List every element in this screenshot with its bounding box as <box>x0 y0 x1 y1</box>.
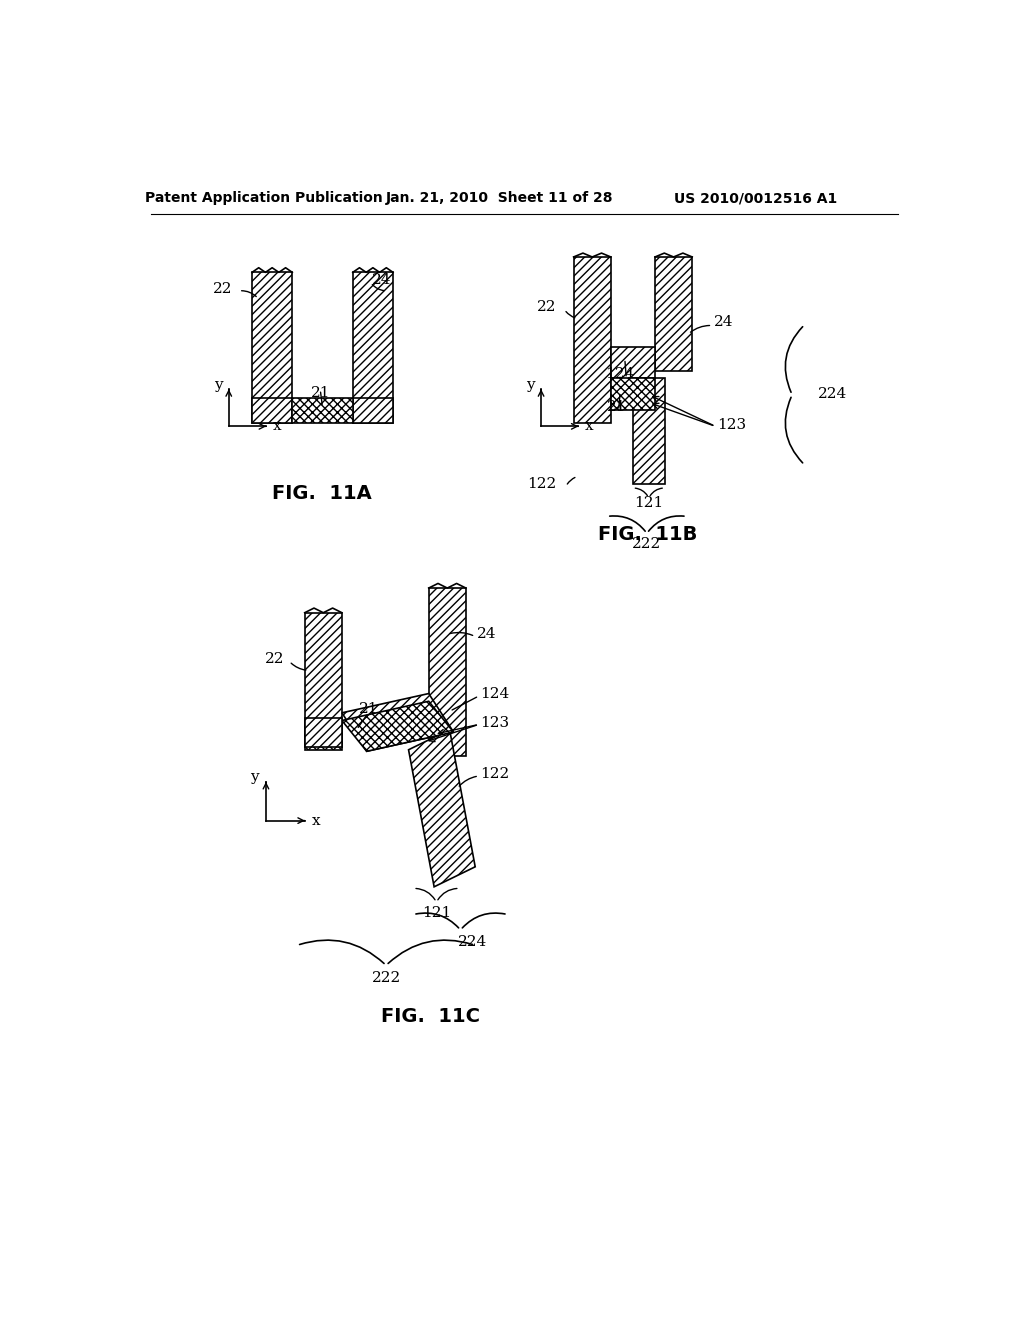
Bar <box>352 397 393 422</box>
Bar <box>611 378 655 411</box>
Text: x: x <box>311 813 321 828</box>
Polygon shape <box>342 693 454 751</box>
Bar <box>633 378 665 484</box>
Text: 24: 24 <box>714 315 733 330</box>
Bar <box>292 397 352 422</box>
Text: 22: 22 <box>265 652 285 665</box>
Text: 24: 24 <box>372 273 391 286</box>
Text: 121: 121 <box>422 906 452 920</box>
Text: 21: 21 <box>358 702 378 715</box>
Polygon shape <box>305 721 342 750</box>
Text: FIG.  11B: FIG. 11B <box>598 524 697 544</box>
Bar <box>252 397 292 422</box>
Bar <box>573 257 611 422</box>
Text: 224: 224 <box>818 387 847 401</box>
Text: 124: 124 <box>605 367 635 381</box>
Text: Jan. 21, 2010  Sheet 11 of 28: Jan. 21, 2010 Sheet 11 of 28 <box>386 191 613 206</box>
Polygon shape <box>409 730 475 887</box>
Text: 22: 22 <box>213 282 232 296</box>
Text: 122: 122 <box>527 477 557 491</box>
Text: 123: 123 <box>717 418 746 432</box>
Text: x: x <box>273 420 282 433</box>
Text: x: x <box>586 420 594 433</box>
Text: Patent Application Publication: Patent Application Publication <box>144 191 383 206</box>
Bar <box>252 272 292 422</box>
Text: 224: 224 <box>458 936 486 949</box>
Text: US 2010/0012516 A1: US 2010/0012516 A1 <box>674 191 838 206</box>
Bar <box>305 612 342 747</box>
Text: 21: 21 <box>310 387 330 400</box>
Text: 122: 122 <box>480 767 510 781</box>
Bar <box>305 718 342 747</box>
Text: FIG.  11A: FIG. 11A <box>272 484 372 503</box>
Text: 121: 121 <box>634 495 664 510</box>
Bar <box>611 347 655 379</box>
Polygon shape <box>342 701 454 751</box>
Text: FIG.  11C: FIG. 11C <box>381 1007 480 1027</box>
Text: 22: 22 <box>537 300 557 314</box>
Text: 222: 222 <box>632 537 662 552</box>
Bar <box>352 272 393 422</box>
Bar <box>655 257 692 371</box>
Text: y: y <box>214 378 222 392</box>
Bar <box>429 589 466 756</box>
Text: y: y <box>250 771 258 784</box>
Text: 222: 222 <box>372 970 400 985</box>
Text: y: y <box>526 378 535 392</box>
Text: 124: 124 <box>480 686 510 701</box>
Text: 24: 24 <box>477 627 497 642</box>
Text: 123: 123 <box>480 715 510 730</box>
Text: 21: 21 <box>606 400 626 414</box>
